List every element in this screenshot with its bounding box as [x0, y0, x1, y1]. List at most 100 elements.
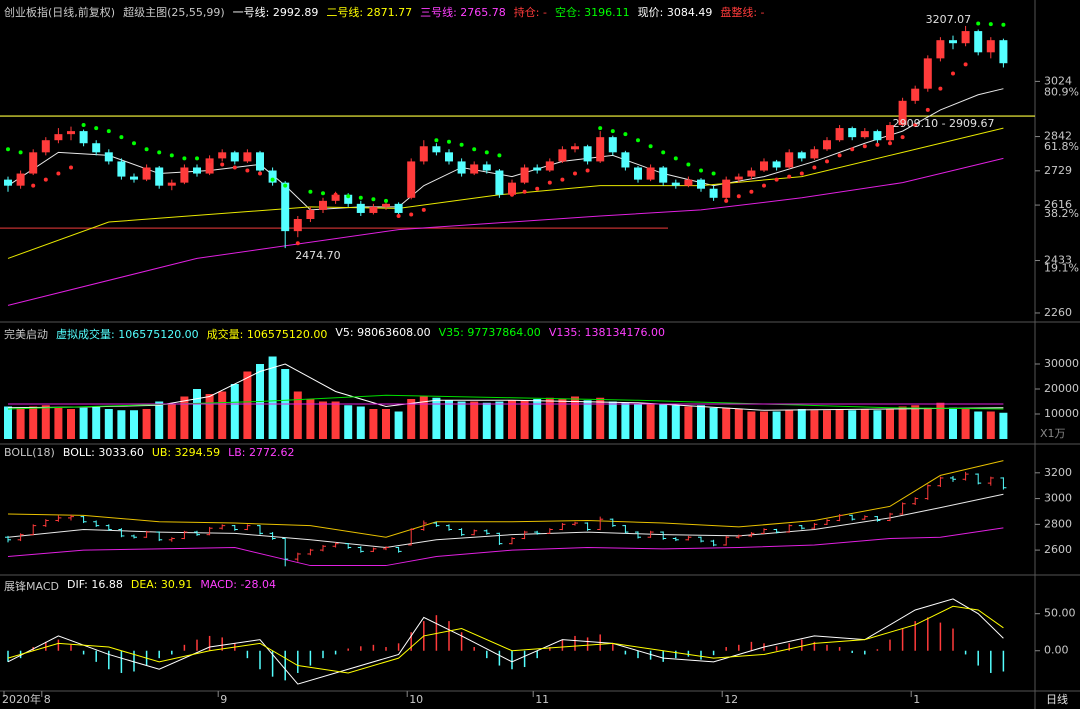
- sar-dot: [43, 177, 48, 182]
- volume-bar: [936, 402, 945, 439]
- candle-body: [999, 40, 1008, 64]
- candle-body: [243, 152, 252, 162]
- candle-body: [256, 152, 264, 171]
- volume-bar: [760, 411, 768, 439]
- sar-dot: [157, 150, 162, 155]
- sar-dot: [900, 135, 905, 140]
- sar-dot: [724, 198, 729, 203]
- sar-dot: [510, 192, 514, 197]
- candle-body: [961, 31, 970, 44]
- sar-dot: [711, 171, 716, 176]
- volume-bar: [823, 410, 831, 439]
- sar-dot: [6, 147, 10, 152]
- volume-bar: [797, 409, 806, 439]
- x-tick-label: 9: [220, 693, 227, 706]
- sar-dot: [673, 156, 678, 161]
- candle-body: [533, 167, 542, 171]
- sar-dot: [333, 192, 338, 197]
- sar-dot: [938, 86, 943, 91]
- sar-dot: [384, 198, 388, 203]
- y-tick-label: 3000: [1044, 492, 1072, 505]
- sar-dot: [232, 165, 237, 170]
- sar-dot: [409, 212, 414, 217]
- volume-bar: [734, 409, 743, 439]
- indicator-line: [7, 598, 1004, 685]
- y-tick-label: 10000: [1044, 407, 1079, 420]
- header-item: 超级主图(25,55,99): [123, 6, 225, 19]
- indicator-line: [7, 394, 1004, 410]
- period-label: 日线: [1046, 692, 1068, 706]
- sar-dot: [69, 165, 73, 170]
- volume-bar: [243, 371, 252, 439]
- sar-dot: [774, 177, 779, 182]
- candle-body: [104, 152, 113, 162]
- volume-bar: [67, 409, 75, 439]
- indicator-line: [7, 527, 1004, 567]
- header-item: V5: 98063608.00: [335, 326, 431, 339]
- volume-bar: [445, 400, 453, 439]
- sar-dot: [825, 159, 829, 164]
- macd-header: 展锋MACD DIF: 16.88 DEA: 30.91 MACD: -28.04: [4, 578, 276, 594]
- y-tick-label: 30000: [1044, 357, 1079, 370]
- volume-bar: [482, 402, 491, 439]
- candle-body: [344, 194, 353, 204]
- volume-bar: [92, 406, 101, 439]
- candle-body: [319, 200, 327, 210]
- y-tick-label: 2600: [1044, 543, 1072, 556]
- candle-body: [823, 140, 831, 150]
- volume-bar: [873, 410, 882, 439]
- volume-bar: [394, 411, 403, 439]
- sar-dot: [913, 123, 918, 128]
- header-item: 盘整线: -: [720, 6, 765, 19]
- sar-dot: [371, 197, 376, 202]
- header-item: MACD: -28.04: [200, 578, 276, 591]
- header-item: 虚拟成交量: 106575120.00: [56, 328, 199, 341]
- sar-dot: [988, 22, 993, 27]
- candle-body: [29, 152, 38, 174]
- header-item: 持仓: -: [513, 6, 547, 19]
- candle-body: [835, 128, 844, 141]
- volume-bar: [722, 407, 731, 439]
- volume-bar: [596, 397, 605, 439]
- y-tick-label: 2842: [1044, 130, 1072, 143]
- volume-bar: [29, 406, 38, 439]
- header-item: 三号线: 2765.78: [420, 6, 506, 19]
- sar-dot: [648, 144, 653, 149]
- x-tick-label: 11: [535, 693, 549, 706]
- candle-body: [797, 152, 806, 159]
- indicator-line: [7, 605, 1004, 674]
- y-tick-label: 2616: [1044, 198, 1072, 211]
- fib-label: 80.9%: [1044, 85, 1079, 98]
- candle-body: [142, 167, 151, 180]
- header-item: UB: 3294.59: [151, 446, 221, 459]
- candle-body: [671, 182, 680, 186]
- sar-dot: [787, 174, 792, 179]
- volume-bar: [155, 401, 164, 439]
- volume-bar: [634, 404, 642, 439]
- volume-bar: [356, 406, 365, 439]
- x-tick-label: 10: [409, 693, 423, 706]
- volume-bar: [848, 410, 857, 439]
- volume-bar: [319, 401, 327, 439]
- header-item: 成交量: 106575120.00: [206, 328, 328, 341]
- candle-body: [281, 182, 290, 232]
- volume-bar: [54, 407, 63, 439]
- candle-body: [180, 167, 189, 183]
- candle-body: [508, 182, 516, 195]
- candle-body: [923, 58, 932, 89]
- candle-body: [571, 146, 579, 150]
- header-item: BOLL: 3033.60: [62, 446, 144, 459]
- candle-body: [785, 152, 794, 168]
- sar-dot: [976, 21, 981, 26]
- candle-body: [155, 167, 164, 186]
- volume-bar: [999, 412, 1008, 439]
- candle-body: [772, 161, 781, 168]
- candle-body: [621, 152, 630, 168]
- candle-body: [558, 149, 567, 162]
- sar-dot: [245, 168, 250, 173]
- volume-bar: [621, 402, 630, 439]
- volume-bar: [835, 409, 844, 439]
- sar-dot: [623, 132, 628, 137]
- candle-body: [205, 158, 214, 174]
- sar-dot: [535, 186, 540, 191]
